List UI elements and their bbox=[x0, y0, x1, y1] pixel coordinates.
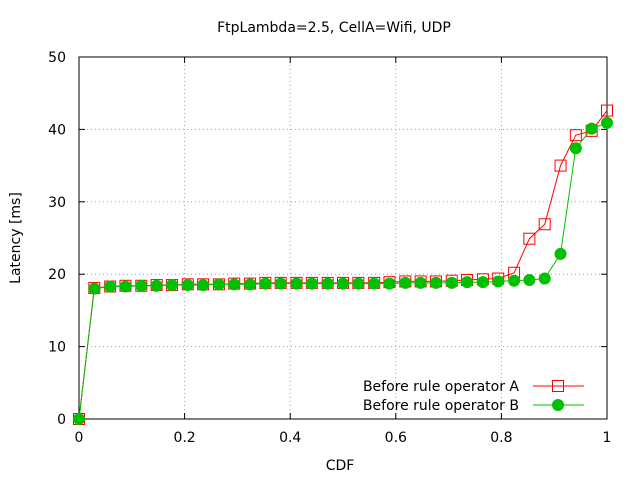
data-point bbox=[399, 276, 412, 289]
data-point bbox=[305, 277, 318, 290]
plot-frame bbox=[78, 56, 608, 420]
x-tick-label: 0 bbox=[75, 430, 84, 446]
data-point bbox=[368, 277, 381, 290]
data-point bbox=[150, 279, 163, 292]
data-point bbox=[104, 280, 117, 293]
data-point bbox=[212, 278, 225, 291]
data-point bbox=[73, 413, 85, 425]
x-axis-label: CDF bbox=[326, 458, 355, 474]
data-point bbox=[321, 277, 334, 290]
data-point bbox=[523, 273, 536, 286]
data-point bbox=[569, 142, 582, 155]
y-tick-label: 50 bbox=[48, 50, 66, 66]
data-point bbox=[508, 274, 521, 287]
data-point bbox=[337, 277, 349, 290]
data-point bbox=[290, 277, 303, 290]
y-tick-label: 30 bbox=[48, 195, 66, 211]
legend-label: Before rule operator A bbox=[363, 379, 519, 395]
x-tick-label: 1 bbox=[603, 430, 612, 446]
data-point bbox=[538, 218, 551, 231]
data-point bbox=[554, 159, 567, 172]
data-point bbox=[476, 276, 489, 289]
data-point bbox=[601, 116, 613, 129]
legend-item: Before rule operator B bbox=[363, 398, 584, 414]
data-point bbox=[445, 276, 458, 289]
data-point bbox=[569, 129, 582, 142]
y-tick-label: 40 bbox=[48, 122, 66, 138]
chart-title: FtpLambda=2.5, CellA=Wifi, UDP bbox=[217, 20, 451, 36]
data-point bbox=[181, 279, 194, 292]
data-point bbox=[352, 277, 365, 290]
y-tick-label: 20 bbox=[48, 267, 66, 283]
legend-item: Before rule operator A bbox=[363, 379, 584, 395]
data-point bbox=[165, 279, 178, 292]
x-tick-label: 0.8 bbox=[490, 430, 512, 446]
data-point bbox=[259, 277, 272, 290]
x-tick-label: 0.6 bbox=[385, 430, 407, 446]
data-point bbox=[197, 279, 210, 292]
x-tick-label: 0.2 bbox=[173, 430, 195, 446]
data-point bbox=[492, 275, 505, 288]
data-point bbox=[244, 278, 257, 291]
series-operator-b bbox=[73, 116, 613, 425]
data-point bbox=[414, 276, 427, 289]
data-point bbox=[585, 122, 598, 135]
data-point bbox=[523, 232, 536, 245]
data-point bbox=[88, 282, 101, 295]
legend-marker-swatch bbox=[552, 399, 564, 411]
data-point bbox=[538, 272, 551, 285]
data-point bbox=[461, 276, 474, 289]
data-point bbox=[135, 279, 148, 292]
data-point bbox=[383, 277, 396, 290]
legend: Before rule operator A Before rule operat… bbox=[363, 379, 584, 414]
series-layer bbox=[73, 104, 613, 425]
data-point bbox=[274, 277, 287, 290]
data-point bbox=[554, 247, 567, 260]
axes-box bbox=[78, 56, 608, 420]
legend-label: Before rule operator B bbox=[363, 398, 519, 414]
y-tick-label: 0 bbox=[57, 412, 66, 428]
y-axis-label: Latency [ms] bbox=[8, 192, 24, 284]
data-point bbox=[601, 104, 613, 117]
data-point bbox=[228, 278, 241, 291]
y-tick-label: 10 bbox=[48, 340, 66, 356]
data-point bbox=[119, 280, 132, 293]
x-tick-label: 0.4 bbox=[279, 430, 301, 446]
data-point bbox=[429, 276, 442, 289]
legend-marker-swatch bbox=[552, 380, 564, 392]
grid-lines bbox=[79, 57, 607, 419]
